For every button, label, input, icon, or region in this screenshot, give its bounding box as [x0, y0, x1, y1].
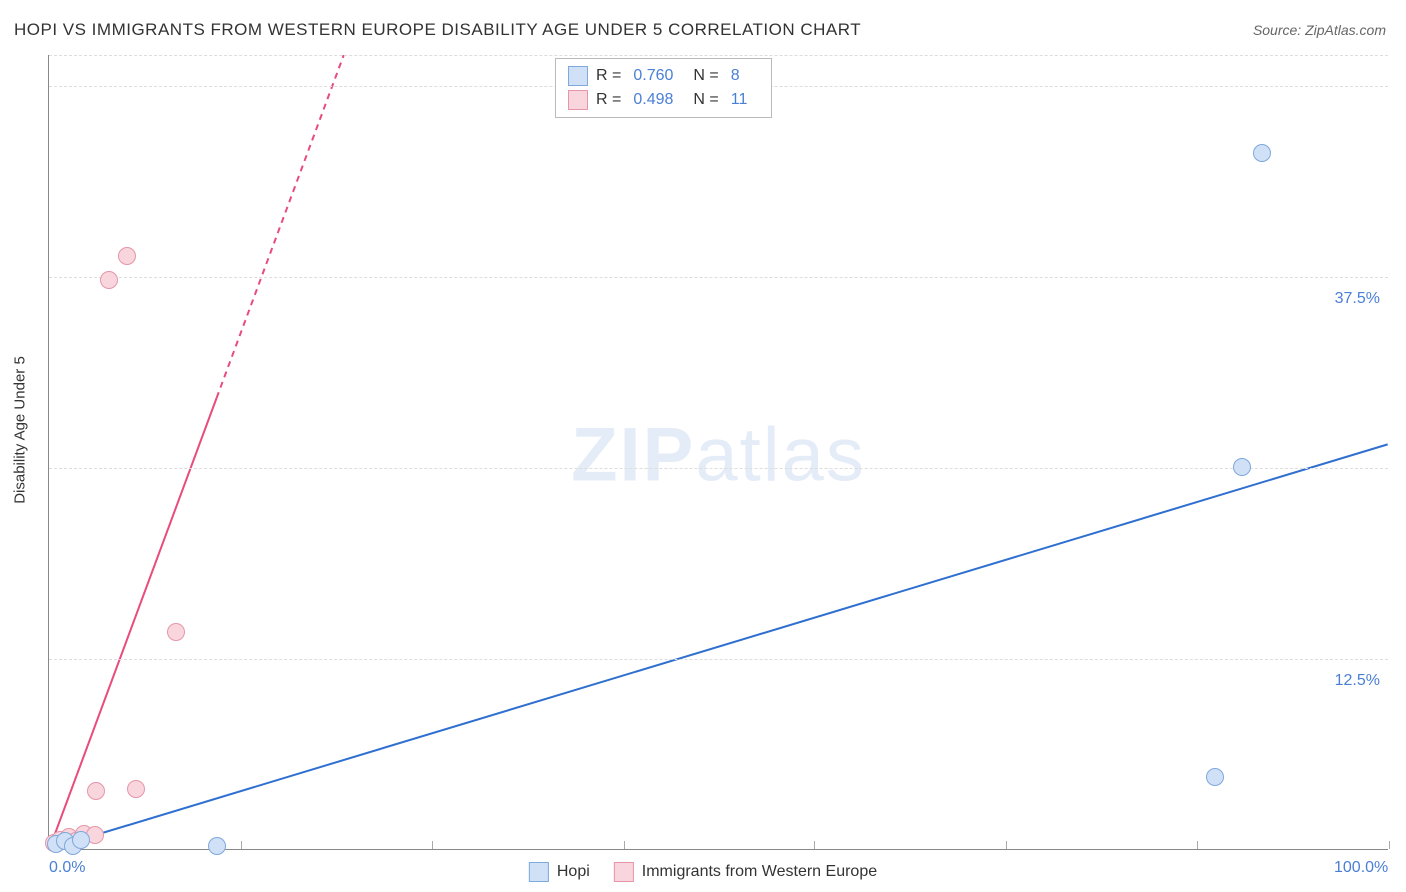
x-tick — [1006, 841, 1007, 849]
y-tick-label: 12.5% — [1335, 672, 1380, 690]
legend-item-hopi: Hopi — [529, 862, 590, 882]
data-point-hopi — [1253, 144, 1271, 162]
data-point-weur — [118, 247, 136, 265]
x-tick — [624, 841, 625, 849]
chart-plot-area: ZIPatlas 12.5%37.5%0.0%100.0% — [48, 55, 1388, 850]
x-tick — [1197, 841, 1198, 849]
gridline — [49, 55, 1388, 56]
y-axis-label: Disability Age Under 5 — [12, 356, 29, 504]
stats-row-weur: R = 0.498 N = 11 — [568, 88, 759, 112]
bottom-legend: Hopi Immigrants from Western Europe — [529, 862, 877, 882]
gridline — [49, 277, 1388, 278]
swatch-hopi — [568, 66, 588, 86]
swatch-hopi-bottom — [529, 862, 549, 882]
r-label: R = — [596, 67, 621, 85]
r-value-weur: 0.498 — [633, 91, 673, 109]
swatch-weur-bottom — [614, 862, 634, 882]
chart-title: HOPI VS IMMIGRANTS FROM WESTERN EUROPE D… — [14, 20, 861, 40]
data-point-weur — [100, 271, 118, 289]
x-tick — [1389, 841, 1390, 849]
x-tick-label: 0.0% — [49, 859, 85, 877]
n-value-hopi: 8 — [731, 67, 740, 85]
y-tick-label: 37.5% — [1335, 290, 1380, 308]
r-value-hopi: 0.760 — [633, 67, 673, 85]
data-point-weur — [167, 623, 185, 641]
data-point-hopi — [1206, 768, 1224, 786]
data-point-hopi — [208, 837, 226, 855]
legend-item-weur: Immigrants from Western Europe — [614, 862, 877, 882]
data-point-hopi — [72, 831, 90, 849]
r-label: R = — [596, 91, 621, 109]
data-point-hopi — [1233, 458, 1251, 476]
x-tick-label: 100.0% — [1334, 859, 1388, 877]
source-attribution: Source: ZipAtlas.com — [1253, 22, 1386, 38]
n-label: N = — [693, 67, 718, 85]
x-tick — [241, 841, 242, 849]
data-point-weur — [127, 780, 145, 798]
legend-label-weur: Immigrants from Western Europe — [642, 863, 877, 881]
swatch-weur — [568, 90, 588, 110]
gridline — [49, 659, 1388, 660]
data-point-weur — [87, 782, 105, 800]
n-label: N = — [693, 91, 718, 109]
gridline — [49, 468, 1388, 469]
x-tick — [432, 841, 433, 849]
trend-lines-svg — [49, 55, 1388, 849]
watermark: ZIPatlas — [571, 412, 866, 499]
legend-label-hopi: Hopi — [557, 863, 590, 881]
stats-legend-box: R = 0.760 N = 8 R = 0.498 N = 11 — [555, 58, 772, 118]
x-tick — [814, 841, 815, 849]
stats-row-hopi: R = 0.760 N = 8 — [568, 64, 759, 88]
n-value-weur: 11 — [731, 91, 748, 109]
